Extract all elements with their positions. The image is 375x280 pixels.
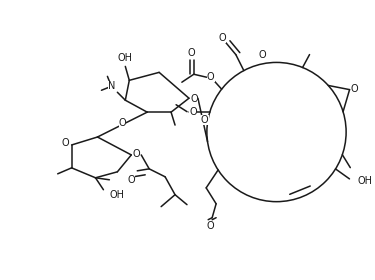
Text: O: O [206,221,214,231]
Text: O: O [128,175,135,185]
Text: OH: OH [110,190,125,200]
Text: O: O [118,118,126,128]
Text: O: O [201,115,208,125]
Text: O: O [188,48,196,58]
Text: N: N [108,81,115,91]
Text: O: O [207,72,214,82]
Text: O: O [190,94,198,104]
Text: O: O [132,149,140,159]
Text: O: O [189,107,197,117]
Text: OH: OH [357,176,372,186]
Text: O: O [62,138,69,148]
Text: O: O [351,84,358,94]
Text: O: O [218,33,226,43]
Text: OH: OH [118,53,133,64]
Text: O: O [259,50,266,60]
